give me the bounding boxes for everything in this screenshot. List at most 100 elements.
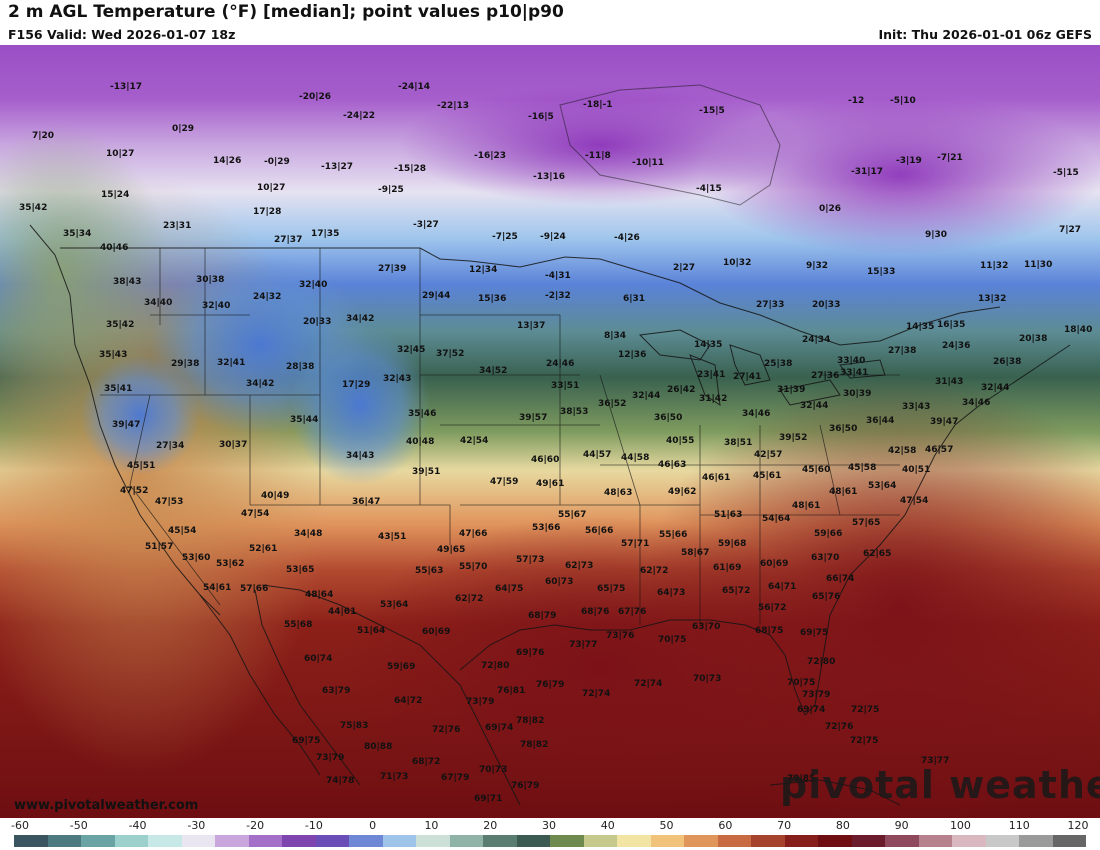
point-value: 67|79 xyxy=(441,773,470,783)
point-value: 32|45 xyxy=(397,345,426,355)
legend-color-segment xyxy=(617,835,651,847)
point-value: 46|63 xyxy=(658,460,687,470)
point-value: 16|35 xyxy=(937,320,966,330)
point-value: 75|83 xyxy=(340,721,369,731)
point-value: 70|75 xyxy=(787,678,816,688)
legend-color-segment xyxy=(885,835,919,847)
point-value: 55|63 xyxy=(415,566,444,576)
point-value: 33|43 xyxy=(902,402,931,412)
legend-color-segment xyxy=(416,835,450,847)
point-value: 44|61 xyxy=(328,607,357,617)
point-value: 54|64 xyxy=(762,514,791,524)
point-value: 7|27 xyxy=(1059,225,1082,235)
point-value: 72|74 xyxy=(634,679,663,689)
point-value: 26|42 xyxy=(667,385,696,395)
point-value: 73|77 xyxy=(921,756,950,766)
point-value: 31|43 xyxy=(935,377,964,387)
point-value: 29|44 xyxy=(422,291,451,301)
point-value: 46|57 xyxy=(925,445,954,455)
point-value: 65|76 xyxy=(812,592,841,602)
point-value: 73|79 xyxy=(802,690,831,700)
point-value: 34|46 xyxy=(742,409,771,419)
point-value: 59|69 xyxy=(387,662,416,672)
point-value: 69|75 xyxy=(800,628,829,638)
point-value: 57|66 xyxy=(240,584,269,594)
point-value: 66|74 xyxy=(826,574,855,584)
legend-tick-label: -60 xyxy=(11,819,29,832)
point-value: 13|32 xyxy=(978,294,1007,304)
point-value: 69|74 xyxy=(485,723,514,733)
point-value: 20|33 xyxy=(303,317,332,327)
point-value: 24|46 xyxy=(546,359,575,369)
point-value: 8|34 xyxy=(604,331,627,341)
legend-tick-label: 30 xyxy=(542,819,556,832)
point-value: 70|73 xyxy=(479,765,508,775)
valid-time: F156 Valid: Wed 2026-01-07 18z xyxy=(8,27,236,42)
point-value: 49|65 xyxy=(437,545,466,555)
point-value: 12|36 xyxy=(618,350,647,360)
point-value: 23|41 xyxy=(697,370,726,380)
point-value: 68|76 xyxy=(581,607,610,617)
point-value: 68|75 xyxy=(755,626,784,636)
header: 2 m AGL Temperature (°F) [median]; point… xyxy=(0,0,1100,45)
point-value: 72|75 xyxy=(850,736,879,746)
point-value: -24|14 xyxy=(398,82,431,92)
point-value: 20|33 xyxy=(812,300,841,310)
site-url[interactable]: www.pivotalweather.com xyxy=(14,798,199,813)
point-value: 48|64 xyxy=(305,590,334,600)
point-value: 32|44 xyxy=(632,391,661,401)
point-value: 40|51 xyxy=(902,465,931,475)
point-value: 58|67 xyxy=(681,548,710,558)
point-value: 34|40 xyxy=(144,298,173,308)
legend-color-segment xyxy=(315,835,349,847)
point-value: 23|31 xyxy=(163,221,192,231)
point-value: -16|5 xyxy=(528,112,554,122)
legend-tick-label: 0 xyxy=(369,819,377,832)
temperature-map[interactable]: -13|17 -20|26 -24|14 -22|13 -18|-1 -15|5 -24|2… xyxy=(0,45,1100,818)
point-value: 72|75 xyxy=(851,705,880,715)
point-value: 36|50 xyxy=(829,424,858,434)
point-value: 56|66 xyxy=(585,526,614,536)
point-value: 73|79 xyxy=(466,697,495,707)
point-value: 47|66 xyxy=(459,529,488,539)
point-value: 31|39 xyxy=(777,385,806,395)
point-value: 79|85 xyxy=(787,774,816,784)
legend-color-segment xyxy=(952,835,986,847)
legend-tick-label: 120 xyxy=(1067,819,1089,832)
point-value: -4|26 xyxy=(614,233,640,243)
point-value: 53|62 xyxy=(216,559,245,569)
point-value: -5|15 xyxy=(1053,168,1079,178)
legend-color-segment xyxy=(215,835,249,847)
point-value: -7|25 xyxy=(492,232,518,242)
legend-color-segment xyxy=(449,835,483,847)
point-value: -24|22 xyxy=(343,111,376,121)
point-value: 63|70 xyxy=(811,553,840,563)
point-value: 7|20 xyxy=(32,131,55,141)
point-value: 64|71 xyxy=(768,582,797,592)
point-value: 15|24 xyxy=(101,190,130,200)
point-value: 18|40 xyxy=(1064,325,1093,335)
point-value: 27|37 xyxy=(274,235,303,245)
point-value: 34|46 xyxy=(962,398,991,408)
point-value: 40|48 xyxy=(406,437,435,447)
legend-color-segment xyxy=(650,835,684,847)
point-value: 55|68 xyxy=(284,620,313,630)
point-value: 78|82 xyxy=(516,716,545,726)
point-value: 51|64 xyxy=(357,626,386,636)
point-value: 68|72 xyxy=(412,757,441,767)
point-value: 27|34 xyxy=(156,441,185,451)
legend-color-segment xyxy=(248,835,282,847)
point-value: 54|61 xyxy=(203,583,232,593)
point-value: 17|28 xyxy=(253,207,282,217)
point-value: 14|35 xyxy=(906,322,935,332)
point-value: 38|51 xyxy=(724,438,753,448)
point-value: 24|34 xyxy=(802,335,831,345)
legend-color-segment xyxy=(349,835,383,847)
legend-tick-label: 70 xyxy=(777,819,792,832)
point-value: 9|30 xyxy=(925,230,948,240)
point-value: 53|64 xyxy=(868,481,897,491)
point-value: 52|61 xyxy=(249,544,278,554)
point-value: 42|54 xyxy=(460,436,489,446)
point-value: 60|69 xyxy=(760,559,789,569)
point-value: 46|60 xyxy=(531,455,560,465)
